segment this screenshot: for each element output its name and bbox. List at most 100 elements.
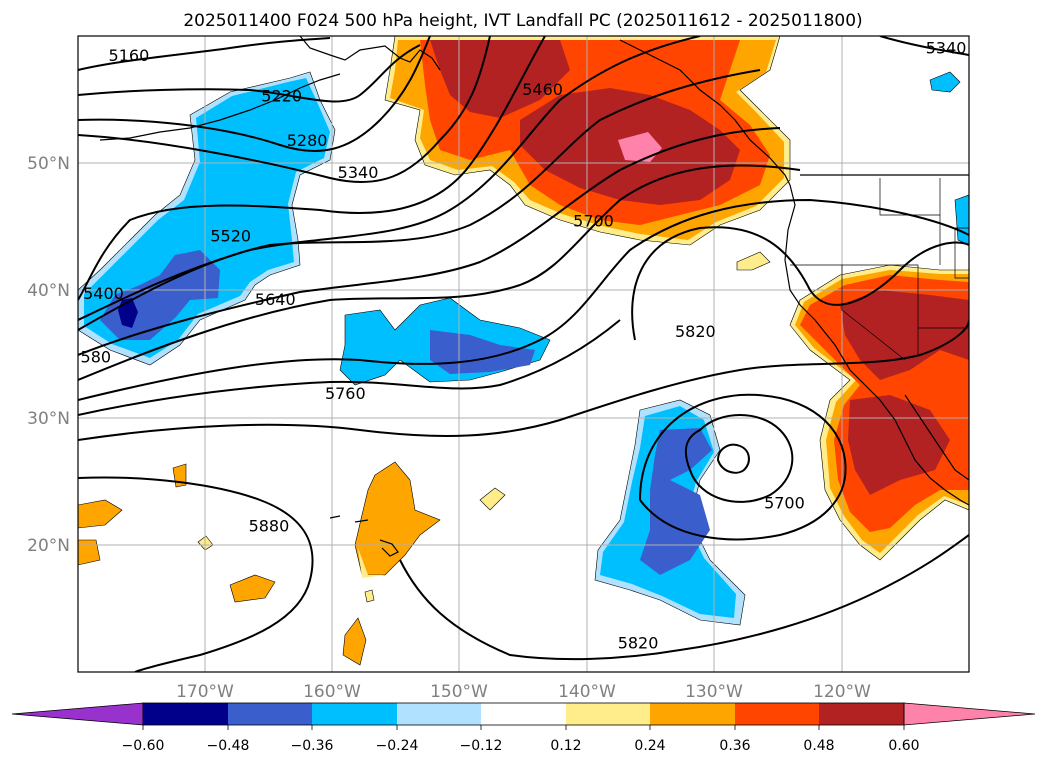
contour-5700-low [684,414,794,503]
contour-label: 5820 [675,322,716,341]
contour-label: 5220 [261,87,302,106]
height-contours [78,36,969,672]
contour-5760-low [639,393,847,541]
latitude-ticks: 50°N 40°N 30°N 20°N [27,154,70,556]
negative-anomaly-subtropical-2-core [640,428,712,575]
contour-5820-loop [631,226,969,341]
baja-coast [864,384,969,506]
figure-title: 2025011400 F024 500 hPa height, IVT Land… [183,11,862,31]
contour-5340-east [879,36,969,56]
state-border-1 [879,178,940,216]
colorbar-bin-9 [819,703,904,725]
contour-5700 [78,198,969,401]
positive-anomaly-small-2 [78,539,101,566]
baja-peninsula-inner [904,394,969,481]
contour-5820-south [78,319,969,441]
contour-label: 5640 [255,290,296,309]
contour-label: 5700 [573,211,614,230]
colorbar-label-1: −0.60 [122,738,165,754]
colorbar-bin-7 [650,703,735,725]
contour-label: 5820 [618,634,659,653]
state-border-3 [841,265,906,361]
positive-anomaly-small-3 [229,574,276,603]
contour-label: 5460 [522,80,563,99]
colorbar-label-9: 0.48 [803,738,834,754]
colorbar-bin-5 [481,703,566,725]
contour-label: 5340 [926,38,967,57]
colorbar-label-8: 0.36 [719,738,750,754]
contour-label: 5340 [338,163,379,182]
positive-anomaly-max [618,132,662,162]
lon-tick-150w: 150°W [430,682,488,702]
hawaii-islands [329,515,399,557]
contour-label: 5880 [249,517,290,536]
aleutian-chain [99,73,341,141]
negative-anomaly-ne [929,71,961,93]
colorbar-label-6: 0.12 [550,738,581,754]
lon-tick-160w: 160°W [303,682,361,702]
colorbar-bin-2 [228,703,312,725]
lat-tick-40n: 40°N [27,281,70,301]
positive-anomaly-small-6 [479,487,506,511]
colorbar-label-10: 0.60 [888,738,919,754]
colorbar-label-5: −0.12 [460,738,503,754]
positive-anomaly-gulf-alaska-darkred [430,40,740,205]
lat-tick-30n: 30°N [27,409,70,429]
contour-5520 [78,69,761,331]
lon-tick-140w: 140°W [558,682,616,702]
positive-anomaly-small-7 [736,251,771,271]
gridlines [78,36,969,672]
contour-5220 [78,44,421,103]
contour-5460 [78,36,701,321]
contour-5640 [78,164,801,381]
contour-label: 5160 [109,46,150,65]
coastlines [99,36,969,557]
contour-5640-low [716,443,750,474]
contour-5280 [78,36,431,152]
colorbar-bin-1 [143,703,228,725]
map-panel: 5160 5220 5280 5340 5340 5460 5700 5520 5400 5640… [77,35,970,673]
state-border-2 [790,264,919,355]
contour-5160 [78,37,331,71]
colorbar-bin-8 [735,703,819,725]
lon-tick-120w: 120°W [813,682,871,702]
map-frame [77,35,970,673]
us-west-coast [784,184,866,386]
contour-5400 [78,36,546,301]
contour-label: 5280 [287,131,328,150]
contour-5760 [78,319,621,416]
lon-tick-130w: 130°W [685,682,743,702]
contour-5580 [78,127,781,356]
lat-tick-20n: 20°N [27,536,70,556]
colorbar-label-7: 0.24 [634,738,665,754]
longitude-ticks: 170°W 160°W 150°W 140°W 130°W 120°W [176,682,871,702]
contour-labels: 5160 5220 5280 5340 5340 5460 5700 5520 5400 5640… [81,38,967,653]
contour-5820-bottom [399,534,969,661]
colorbar-bin-6 [566,703,650,725]
colorbar-label-3: −0.36 [291,738,334,754]
colorbar-bin-3 [312,703,397,725]
lon-tick-170w: 170°W [176,682,234,702]
positive-anomaly-small-4 [342,617,367,666]
colorbar-bin-4 [397,703,481,725]
positive-anomaly-california-darkred [840,290,969,495]
colorbar-ticks [142,725,905,730]
contour-5880 [78,476,314,672]
positive-anomaly-hawaii [354,461,441,576]
ivt-shading [78,36,969,666]
contour-label: 5760 [325,384,366,403]
colorbar: −0.60 −0.48 −0.36 −0.24 −0.12 0.12 0.24 … [11,702,1036,754]
positive-anomaly-small-9 [364,589,375,603]
lat-tick-50n: 50°N [27,154,70,174]
contour-5340 [78,36,491,184]
contour-label: 5520 [210,227,251,246]
colorbar-extend-high [903,702,1036,726]
colorbar-extend-low [11,702,144,726]
positive-anomaly-hawaii-edge [358,548,385,578]
colorbar-frame [142,702,905,726]
contour-label: 5700 [764,494,805,513]
colorbar-label-4: −0.24 [376,738,419,754]
contour-label: 5400 [83,284,124,303]
state-border-6 [954,227,969,279]
